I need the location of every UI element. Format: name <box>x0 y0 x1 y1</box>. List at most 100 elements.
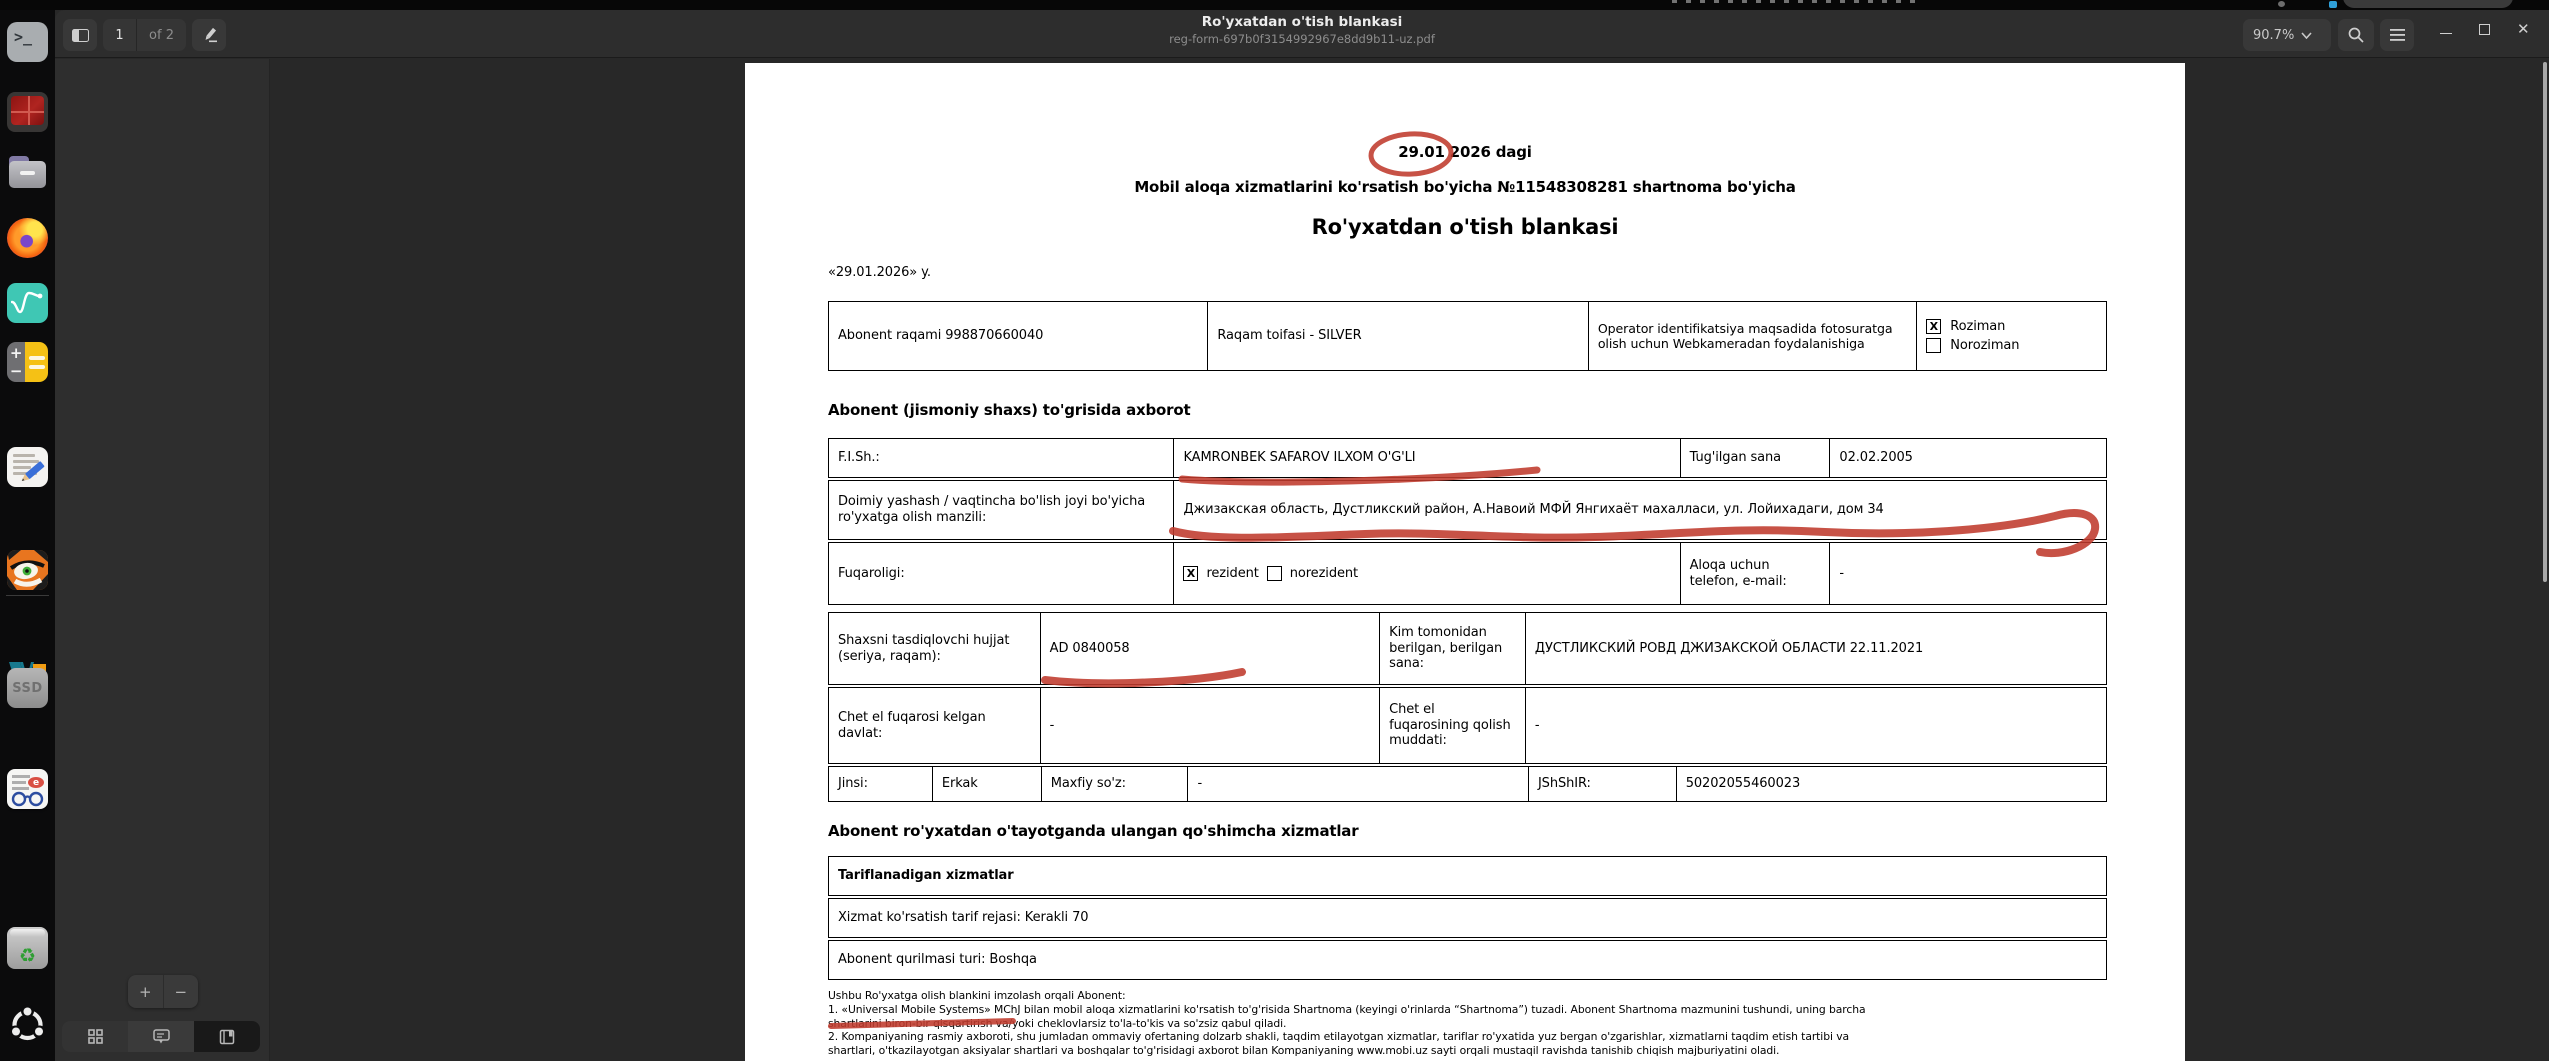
bookmark-book-icon <box>219 1029 235 1044</box>
window-title: Ro'yxatdan o'tish blankasi <box>1201 14 1403 30</box>
thumbnails-grid-icon <box>87 1029 103 1044</box>
iddoc-value-cell: AD 0840058 <box>1039 613 1379 684</box>
fio-label-cell: F.I.Sh.: <box>838 450 880 466</box>
retro-terminal-icon[interactable] <box>7 92 48 132</box>
minimize-button[interactable] <box>2440 32 2452 35</box>
doc-contract-line: Mobil aloqa xizmatlarini ko'rsatish bo'y… <box>1134 178 1796 196</box>
address-value-cell: Джизакская область, Дустликский район, А… <box>1173 481 2106 539</box>
clock-sliver <box>1672 0 1922 3</box>
text-editor-icon[interactable] <box>7 447 48 487</box>
thumbnails-sidebar: + − <box>55 59 270 1061</box>
device-type-cell: Abonent qurilmasi turi: Boshqa <box>838 952 1037 968</box>
disagree-checkbox[interactable] <box>1926 337 1942 353</box>
gender-value-cell: Erkak <box>931 767 1041 801</box>
disagree-label: Noroziman <box>1950 337 2020 353</box>
nonresident-checkbox[interactable] <box>1266 566 1282 581</box>
terms-fine-print: Ushbu Ro'yxatga olish blankini imzolash … <box>828 989 2110 1058</box>
search-icon <box>2348 27 2364 43</box>
birth-label-cell: Tug'ilgan sana <box>1679 439 1830 477</box>
close-button[interactable]: ✕ <box>2517 20 2530 38</box>
gender-label-cell: Jinsi: <box>838 776 868 792</box>
file-manager-icon[interactable] <box>7 153 48 193</box>
subscriber-table: F.I.Sh.: KAMRONBEK SAFAROV ILXOM O'G'LI … <box>828 438 2107 605</box>
foreign-value-cell: - <box>1039 688 1379 763</box>
secret-value-cell: - <box>1187 767 1527 801</box>
maximize-button[interactable] <box>2479 24 2490 35</box>
tigervnc-icon[interactable] <box>7 550 48 590</box>
stay-value-cell: - <box>1524 688 2106 763</box>
zoom-level-dropdown[interactable]: 90.7% <box>2243 19 2331 51</box>
number-category-cell: Raqam toifasi - SILVER <box>1207 302 1587 370</box>
pin-value-cell: 50202055460023 <box>1675 767 2106 801</box>
zoom-in-button[interactable]: + <box>128 975 164 1008</box>
terminal-icon[interactable]: >_ <box>7 22 48 62</box>
page-number-entry[interactable]: 1 of 2 <box>103 19 186 51</box>
calculator-icon[interactable]: + − <box>7 342 48 382</box>
agree-checkbox[interactable]: X <box>1926 319 1942 335</box>
pen-icon <box>205 27 217 43</box>
webcam-consent-cell: Operator identifikatsiya maqsadida fotos… <box>1587 302 1916 370</box>
outline-tab[interactable] <box>194 1021 260 1052</box>
fio-value-cell: KAMRONBEK SAFAROV ILXOM O'G'LI <box>1173 439 1679 477</box>
document-viewer-icon[interactable]: e <box>7 769 48 809</box>
dock: >_ + − <box>0 10 55 1061</box>
system-tray-pill[interactable] <box>2343 0 2513 8</box>
tariff-cell: Xizmat ko'rsatish tarif rejasi: Kerakli … <box>838 910 1089 926</box>
contact-value-cell: - <box>1829 543 2106 604</box>
nonresident-label: norezident <box>1289 565 1359 581</box>
document-view[interactable]: 29.01 2026 dagi Mobil aloqa xizmatlarini… <box>271 59 2549 1061</box>
sidebar-toggle-button[interactable] <box>63 19 97 51</box>
trash-icon[interactable]: ♻ <box>7 927 48 969</box>
terms-line: shartlari, o'tkazilayotgan aksiyalar sha… <box>828 1044 1780 1058</box>
issuer-label-cell: Kim tomonidan berilgan, berilgan sana: <box>1379 613 1525 684</box>
zoom-level-value: 90.7% <box>2253 27 2295 43</box>
address-label-cell: Doimiy yashash / vaqtincha bo'lish joyi … <box>838 494 1146 525</box>
firefox-icon[interactable] <box>7 218 48 258</box>
agree-label: Roziman <box>1950 318 2006 334</box>
doc-main-title: Ro'yxatdan o'tish blankasi <box>1311 215 1619 239</box>
terms-line: shartlarini biron-bir qisqartirish va/yo… <box>828 1016 1287 1030</box>
hamburger-icon <box>2389 29 2405 41</box>
annotation-bubble-icon <box>152 1028 170 1043</box>
window-controls: ✕ <box>2440 22 2530 37</box>
identity-table: Shaxsni tasdiqlovchi hujjat (seriya, raq… <box>828 612 2107 802</box>
zoom-button-group: + − <box>128 975 198 1008</box>
health-monitor-icon[interactable] <box>7 283 48 323</box>
resident-checkbox[interactable]: X <box>1183 566 1199 581</box>
vertical-scrollbar[interactable] <box>2543 62 2547 582</box>
services-heading: Abonent ro'yxatdan o'tayotganda ulangan … <box>828 822 1359 840</box>
iddoc-label-cell: Shaxsni tasdiqlovchi hujjat (seriya, raq… <box>838 632 1010 664</box>
os-top-panel <box>0 0 2549 10</box>
pdf-viewer-window: 1 of 2 Ro'yxatdan o'tish blankasi reg-fo… <box>55 10 2549 1061</box>
annotations-tab[interactable] <box>128 1021 194 1052</box>
abonent-number-cell: Abonent raqami 998870660040 <box>838 328 1044 344</box>
tray-network-icon <box>2329 1 2337 8</box>
consent-checkbox-cell: X Roziman Noroziman <box>1916 302 2106 370</box>
window-title-block: Ro'yxatdan o'tish blankasi reg-form-697b… <box>1169 14 1435 46</box>
show-applications-icon[interactable] <box>7 1003 48 1047</box>
terms-line: 1. «Universal Mobile Systems» MChJ bilan… <box>828 1002 1866 1016</box>
citizenship-label-cell: Fuqaroligi: <box>838 565 905 581</box>
resident-label: rezident <box>1206 565 1259 581</box>
terms-line: 2. Kompaniyaning rasmiy axboroti, shu ju… <box>828 1030 1849 1044</box>
foreign-label-cell: Chet el fuqarosi kelgan davlat: <box>838 709 986 741</box>
sidebar-toggle-icon <box>71 28 89 42</box>
page-current[interactable]: 1 <box>103 19 137 51</box>
headerbar: 1 of 2 Ro'yxatdan o'tish blankasi reg-fo… <box>55 10 2549 58</box>
ssd-drive-icon[interactable]: SSD <box>7 668 48 708</box>
annotate-button[interactable] <box>192 19 226 51</box>
issuer-value-cell: ДУСТЛИКСКИЙ РОВД ДЖИЗАКСКОЙ ОБЛАСТИ 22.1… <box>1524 613 2106 684</box>
terms-line: Ushbu Ro'yxatga olish blankini imzolash … <box>828 989 1126 1002</box>
thumbnails-tab[interactable] <box>62 1021 128 1052</box>
pin-label-cell: JShShIR: <box>1527 767 1676 801</box>
search-button[interactable] <box>2338 19 2374 51</box>
doc-date-quoted: «29.01.2026» y. <box>828 265 931 280</box>
zoom-out-button[interactable]: − <box>174 982 188 1001</box>
account-table: Abonent raqami 998870660040 Raqam toifas… <box>828 301 2107 371</box>
sidebar-mode-switcher <box>62 1021 260 1052</box>
services-header-cell: Tariflanadigan xizmatlar <box>838 868 1014 884</box>
menu-button[interactable] <box>2380 19 2414 51</box>
chevron-down-icon <box>2301 31 2312 39</box>
tray-indicator-icon <box>2278 1 2285 7</box>
stay-label-cell: Chet el fuqarosining qolish muddati: <box>1379 688 1525 763</box>
